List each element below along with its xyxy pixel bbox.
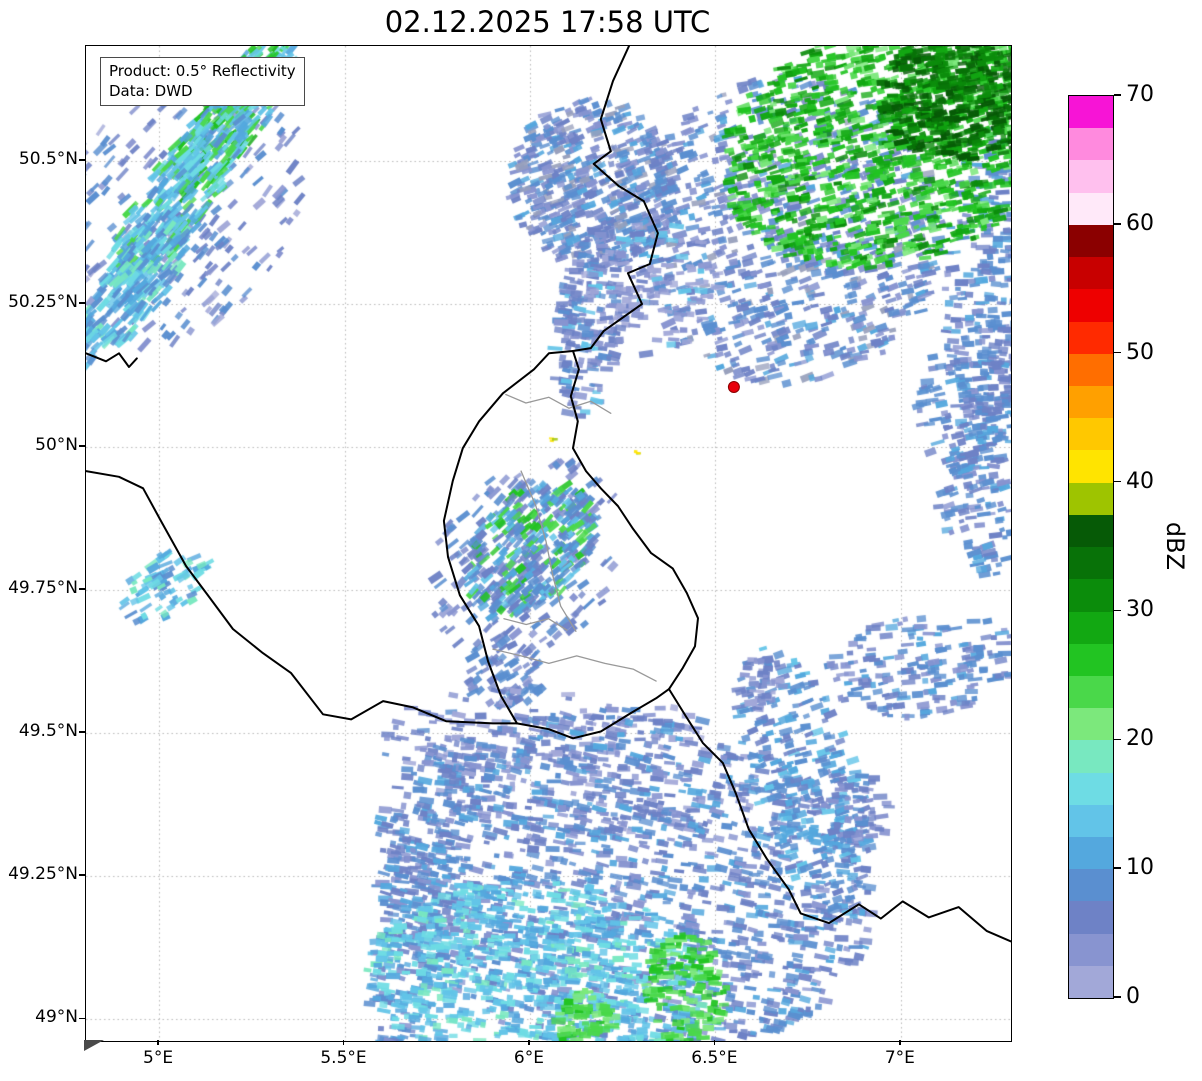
colorbar-tick-label: 20 bbox=[1126, 726, 1154, 752]
colorbar-tick bbox=[1114, 609, 1121, 612]
y-tick bbox=[79, 445, 85, 447]
colorbar-band bbox=[1069, 289, 1113, 322]
national-border-path bbox=[572, 46, 659, 352]
radar-site-marker bbox=[727, 381, 740, 393]
regional-border-path bbox=[503, 618, 568, 631]
national-border-path bbox=[442, 350, 574, 725]
x-tick-label: 6°E bbox=[513, 1048, 544, 1068]
colorbar-tick bbox=[1114, 94, 1121, 96]
colorbar-tick-label: 70 bbox=[1126, 82, 1154, 107]
colorbar-band bbox=[1069, 192, 1113, 225]
colorbar-band bbox=[1069, 450, 1113, 483]
colorbar-tick-label: 10 bbox=[1126, 855, 1154, 881]
colorbar-band bbox=[1069, 772, 1113, 805]
y-tick bbox=[79, 874, 85, 876]
colorbar-band bbox=[1069, 514, 1113, 548]
y-tick bbox=[79, 302, 85, 304]
y-tick bbox=[79, 1017, 85, 1019]
x-tick-label: 6.5°E bbox=[691, 1048, 738, 1068]
corner-marker bbox=[84, 1040, 104, 1051]
colorbar-tick bbox=[1114, 223, 1121, 225]
colorbar-band bbox=[1069, 933, 1113, 966]
colorbar-tick bbox=[1114, 351, 1121, 354]
colorbar-tick bbox=[1114, 867, 1121, 869]
national-border-path bbox=[569, 350, 699, 691]
radar-echo-layer bbox=[86, 46, 1011, 1041]
colorbar-tick-label: 0 bbox=[1126, 984, 1140, 1009]
colorbar-band bbox=[1069, 579, 1113, 612]
product-annotation-box: Product: 0.5° Reflectivity Data: DWD bbox=[100, 57, 305, 106]
x-tick bbox=[528, 1040, 530, 1045]
colorbar-band bbox=[1069, 675, 1113, 709]
y-tick bbox=[79, 588, 85, 590]
colorbar-band bbox=[1069, 321, 1113, 354]
colorbar-tick-label: 30 bbox=[1126, 597, 1154, 623]
y-tick-label: 49.75°N bbox=[8, 578, 78, 599]
colorbar-band bbox=[1069, 901, 1113, 934]
colorbar-tick-label: 40 bbox=[1126, 468, 1154, 494]
regional-border-path bbox=[520, 470, 577, 632]
y-tick-label: 50.5°N bbox=[18, 149, 78, 169]
colorbar bbox=[1068, 95, 1114, 999]
colorbar-tick bbox=[1114, 738, 1121, 741]
x-tick bbox=[157, 1040, 159, 1045]
y-tick-label: 49.5°N bbox=[18, 721, 78, 742]
colorbar-band bbox=[1069, 611, 1113, 644]
colorbar-band bbox=[1069, 708, 1113, 741]
regional-border-path bbox=[505, 393, 612, 414]
map-borders-overlay bbox=[86, 46, 1011, 943]
colorbar-band bbox=[1069, 224, 1113, 258]
national-border-path bbox=[516, 688, 670, 740]
colorbar-tick bbox=[1114, 996, 1121, 998]
regional-border-path bbox=[492, 648, 657, 682]
plot-title: 02.12.2025 17:58 UTC bbox=[384, 5, 711, 39]
colorbar-band bbox=[1069, 547, 1113, 580]
colorbar-band bbox=[1069, 353, 1113, 386]
y-tick bbox=[79, 731, 85, 733]
national-border-path bbox=[86, 352, 138, 368]
y-tick-label: 49.25°N bbox=[8, 864, 78, 885]
y-tick-label: 50.25°N bbox=[8, 292, 78, 313]
colorbar-band bbox=[1069, 96, 1113, 129]
national-border-path bbox=[86, 470, 518, 725]
colorbar-band bbox=[1069, 643, 1113, 676]
annotation-source-line: Data: DWD bbox=[109, 82, 193, 101]
national-border-path bbox=[668, 688, 1011, 943]
x-tick-label: 5.5°E bbox=[320, 1048, 367, 1068]
colorbar-tick-label: 60 bbox=[1126, 210, 1154, 236]
x-tick bbox=[713, 1040, 716, 1045]
colorbar-band bbox=[1069, 804, 1113, 838]
colorbar-band bbox=[1069, 160, 1113, 193]
y-tick-label: 50°N bbox=[35, 435, 78, 456]
colorbar-axis-label-text: dBZ bbox=[1161, 521, 1190, 571]
x-tick-label: 7°E bbox=[884, 1048, 915, 1068]
colorbar-axis-label: dBZ bbox=[1153, 500, 1197, 592]
colorbar-band bbox=[1069, 869, 1113, 902]
colorbar-tick-label: 50 bbox=[1126, 339, 1154, 365]
y-tick-label: 49°N bbox=[35, 1007, 78, 1028]
x-tick bbox=[342, 1040, 345, 1045]
colorbar-tick bbox=[1114, 480, 1121, 483]
colorbar-band bbox=[1069, 740, 1113, 773]
colorbar-band bbox=[1069, 385, 1113, 419]
x-tick-label: 5°E bbox=[143, 1048, 174, 1068]
colorbar-band bbox=[1069, 837, 1113, 870]
colorbar-band bbox=[1069, 482, 1113, 515]
x-tick bbox=[899, 1040, 901, 1045]
colorbar-band bbox=[1069, 965, 1113, 999]
y-tick bbox=[79, 159, 85, 161]
map-plot-area: Product: 0.5° Reflectivity Data: DWD bbox=[85, 45, 1012, 1042]
annotation-product-line: Product: 0.5° Reflectivity bbox=[109, 62, 296, 80]
colorbar-band bbox=[1069, 257, 1113, 290]
colorbar-band bbox=[1069, 128, 1113, 161]
colorbar-band bbox=[1069, 418, 1113, 451]
